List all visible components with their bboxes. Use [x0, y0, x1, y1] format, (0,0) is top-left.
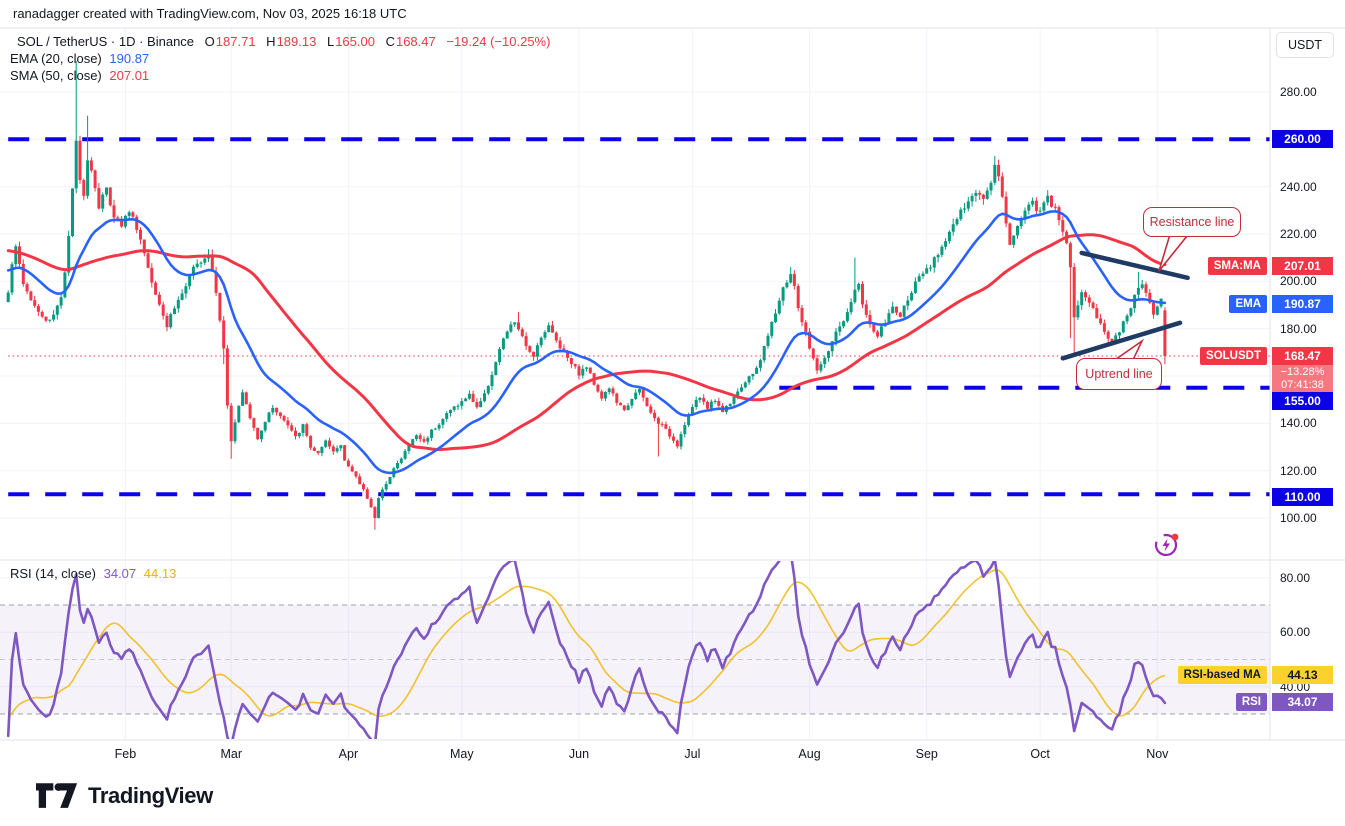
daily-change: −19.24 (−10.25%) [446, 34, 551, 49]
price-tick-100.00: 100.00 [1280, 511, 1317, 525]
candles-layer [6, 61, 1167, 530]
chart-legend: SOL / TetherUS · 1D · Binance O187.71 H1… [10, 33, 550, 84]
level-260-axis-badge: 260.00 [1272, 130, 1333, 148]
resistance-callout-tail [1158, 230, 1193, 272]
time-axis-label-apr: Apr [338, 747, 359, 761]
rsi-tick-80.00: 80.00 [1280, 570, 1311, 585]
time-axis-label-oct: Oct [1030, 747, 1050, 761]
ohlc-open: O187.71 [204, 34, 256, 49]
ema-axis-value-badge: 190.87 [1272, 295, 1333, 313]
rsi-band [0, 604, 1270, 715]
chart-credit-text: ranadagger created with TradingView.com,… [13, 6, 407, 21]
uptrend-trendline [1060, 320, 1183, 361]
sma-axis-label-badge: SMA:MA [1207, 257, 1267, 275]
ohlc-high: H189.13 [266, 34, 317, 49]
flash-ideas-icon[interactable] [1153, 530, 1181, 558]
last-price-change-pct: −13.28% [1272, 365, 1333, 378]
price-tick-120.00: 120.00 [1280, 463, 1317, 478]
ema20-line [6, 210, 1167, 475]
resistance-trendline [1079, 250, 1190, 281]
time-axis-strip[interactable] [0, 740, 1345, 768]
bar-countdown: 07:41:38 [1272, 378, 1333, 392]
price-tick-240.00: 240.00 [1280, 179, 1317, 194]
rsi-ma-legend-value: 44.13 [143, 566, 177, 581]
uptrend-line-callout[interactable]: Uptrend line [1076, 358, 1162, 390]
time-axis-label-jul: Jul [684, 747, 701, 761]
price-tick-180.00: 180.00 [1280, 321, 1317, 336]
tradingview-logo-mark [36, 783, 78, 808]
time-axis-label-nov: Nov [1146, 747, 1169, 761]
sma-legend-label: SMA (50, close) [10, 68, 102, 83]
time-axis-label-aug: Aug [798, 747, 821, 761]
ema-legend-value: 190.87 [109, 51, 150, 66]
ohlc-low: L165.00 [326, 34, 375, 49]
time-axis-label-may: May [449, 747, 474, 761]
rsi-legend-row[interactable]: RSI (14, close) 34.07 44.13 [10, 566, 176, 581]
symbol-legend-row[interactable]: SOL / TetherUS · 1D · Binance O187.71 H1… [10, 33, 550, 50]
rsi-axis-label-badge: RSI [1235, 693, 1267, 711]
ema-axis-label-badge: EMA [1229, 295, 1267, 313]
rsi-legend-label: RSI (14, close) [10, 566, 96, 581]
tradingview-logo-text: TradingView [88, 783, 213, 808]
ohlc-close: C168.47 [385, 34, 436, 49]
time-axis-label-jun: Jun [568, 747, 590, 761]
rsi-legend-value: 34.07 [103, 566, 137, 581]
sma-legend-value: 207.01 [109, 68, 150, 83]
rsi-line [6, 561, 1167, 739]
ema-legend-label: EMA (20, close) [10, 51, 102, 66]
rsi-ma-line [7, 569, 1166, 719]
price-and-rsi-chart-canvas[interactable] [0, 0, 1345, 768]
last-price-axis-badge: 168.47 −13.28% 07:41:38 [1272, 347, 1333, 392]
level-155-axis-badge: 155.00 [1272, 392, 1333, 410]
symbol-title: SOL / TetherUS · 1D · Binance [17, 34, 195, 49]
horizontal-levels [8, 137, 1270, 497]
price-tick-200.00: 200.00 [1280, 274, 1317, 289]
sma-legend-row[interactable]: SMA (50, close) 207.01 [10, 67, 550, 84]
last-price-value: 168.47 [1272, 347, 1333, 365]
ema-legend-row[interactable]: EMA (20, close) 190.87 [10, 50, 550, 67]
tradingview-logo[interactable]: TradingView [36, 782, 213, 810]
rsi-ma-axis-value-badge: 44.13 [1272, 666, 1333, 684]
currency-unit-button[interactable]: USDT [1276, 32, 1334, 58]
time-axis-label-feb: Feb [114, 747, 137, 761]
resistance-line-callout[interactable]: Resistance line [1143, 207, 1241, 237]
rsi-tick-60.00: 60.00 [1280, 625, 1311, 640]
rsi-axis-value-badge: 34.07 [1272, 693, 1333, 711]
price-tick-140.00: 140.00 [1280, 416, 1317, 431]
price-tick-220.00: 220.00 [1280, 227, 1317, 241]
time-axis-label-mar: Mar [220, 747, 242, 761]
sma-axis-value-badge: 207.01 [1272, 257, 1333, 275]
rsi-ma-axis-label-badge: RSI-based MA [1177, 666, 1267, 684]
price-tick-280.00: 280.00 [1280, 85, 1317, 99]
pane-borders [0, 27, 1345, 741]
level-110-axis-badge: 110.00 [1272, 488, 1333, 506]
symbol-axis-label-badge: SOLUSDT [1200, 347, 1267, 365]
time-axis-label-sep: Sep [915, 747, 938, 761]
sma50-line [6, 233, 1167, 452]
